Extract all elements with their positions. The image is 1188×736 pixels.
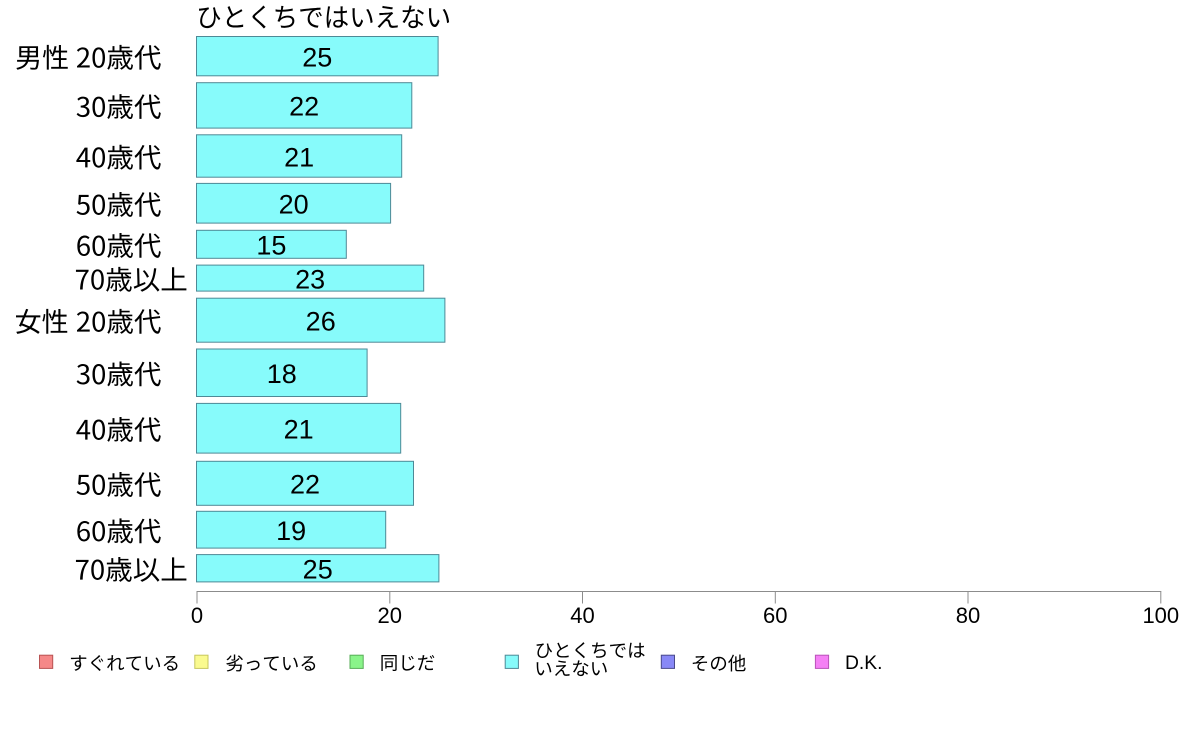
svg-text:23: 23 [295,264,325,294]
svg-text:25: 25 [302,43,332,73]
svg-text:20: 20 [279,190,309,220]
svg-text:60: 60 [763,603,787,628]
svg-text:40: 40 [570,603,594,628]
svg-text:26: 26 [306,307,336,337]
svg-text:20: 20 [378,603,402,628]
svg-text:18: 18 [267,359,297,389]
svg-text:22: 22 [289,92,319,122]
svg-text:21: 21 [284,415,314,445]
svg-text:80: 80 [956,603,980,628]
svg-text:25: 25 [303,555,333,585]
svg-text:21: 21 [284,142,314,172]
svg-text:15: 15 [256,231,286,261]
svg-text:100: 100 [1142,603,1179,628]
svg-text:D.K.: D.K. [845,653,883,674]
svg-text:0: 0 [191,603,203,628]
svg-text:22: 22 [290,470,320,500]
svg-text:19: 19 [276,516,306,546]
